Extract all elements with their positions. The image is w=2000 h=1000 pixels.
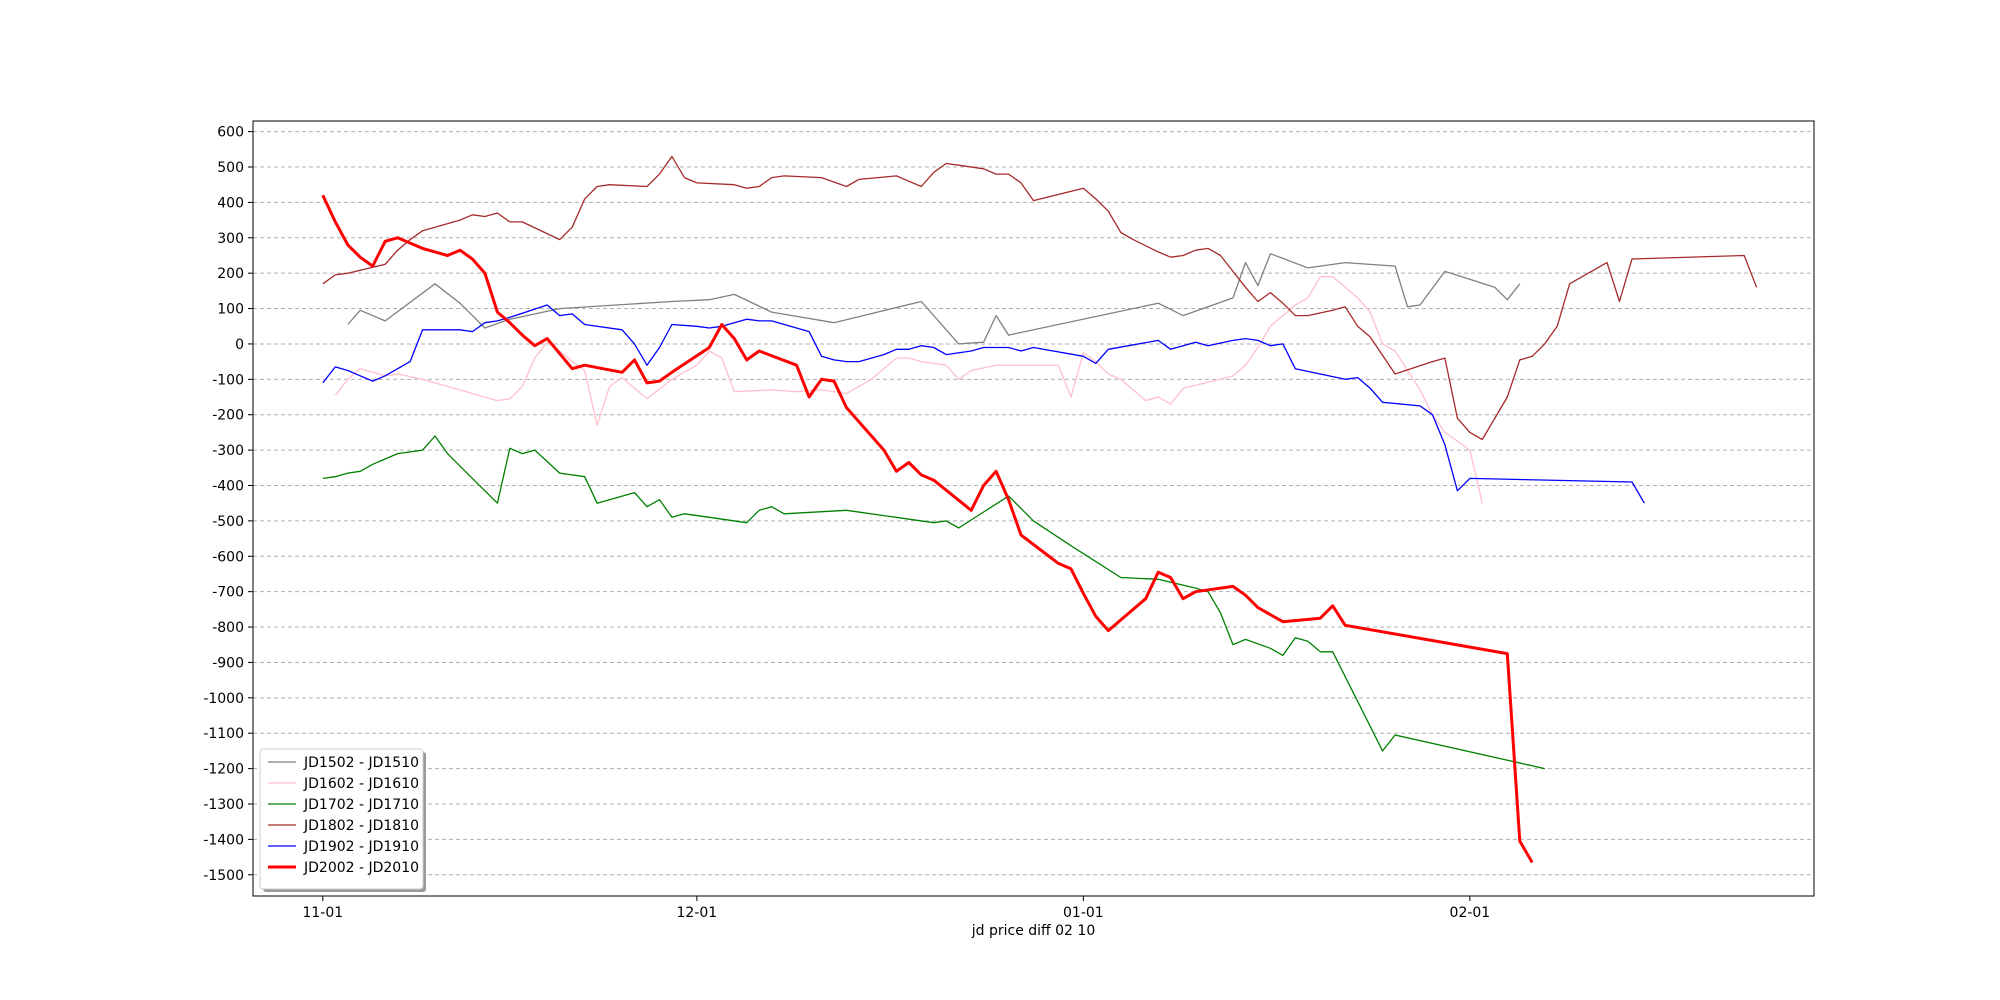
series-line-0 (347, 253, 1521, 345)
y-tick-label: -1400 (203, 832, 244, 848)
y-tick-label: 200 (217, 266, 244, 282)
y-tick-label: 600 (217, 125, 244, 141)
y-tick-label: -1000 (203, 691, 244, 707)
grid-lines (253, 131, 1814, 876)
x-tick-label: 02-01 (1450, 905, 1491, 921)
y-tick-label: -600 (212, 549, 244, 565)
series-line-2 (322, 435, 1545, 770)
x-axis: 11-01 12-01 01-01 02-01 (302, 896, 1490, 921)
y-tick-label: 300 (217, 231, 244, 247)
plot-frame (252, 120, 1815, 897)
y-tick-label: -400 (212, 478, 244, 494)
series-line-4 (322, 304, 1645, 504)
series-line-1 (334, 276, 1483, 504)
y-tick-label: 100 (217, 302, 244, 318)
y-tick-label: -700 (212, 585, 244, 601)
legend-label: JD1502 - JD1510 (303, 755, 419, 771)
y-tick-label: -300 (212, 443, 244, 459)
x-tick-label: 01-01 (1063, 905, 1104, 921)
legend-label: JD1802 - JD1810 (303, 818, 419, 834)
y-tick-label: 500 (217, 160, 244, 176)
x-tick-label: 11-01 (302, 905, 343, 921)
series-lines (321, 155, 1758, 864)
y-tick-label: -1500 (203, 868, 244, 884)
y-tick-label: 0 (235, 337, 244, 353)
legend-label: JD1602 - JD1610 (303, 776, 419, 792)
series-line-5 (321, 194, 1534, 864)
y-tick-label: -1100 (203, 726, 244, 742)
y-axis: 600 500 400 300 200 100 0 -100 -200 -300 -400 -500 -… (203, 125, 253, 884)
y-tick-label: 400 (217, 195, 244, 211)
y-tick-label: -800 (212, 620, 244, 636)
series-line-3 (322, 155, 1758, 441)
x-axis-label: jd price diff 02 10 (971, 923, 1095, 939)
legend-label: JD1902 - JD1910 (303, 839, 419, 855)
legend: JD1502 - JD1510 JD1602 - JD1610 JD1702 - J… (259, 748, 426, 892)
y-tick-label: -500 (212, 514, 244, 530)
y-tick-label: -900 (212, 655, 244, 671)
legend-box (259, 748, 424, 890)
y-tick-label: -100 (212, 372, 244, 388)
legend-label: JD2002 - JD2010 (303, 860, 419, 876)
legend-label: JD1702 - JD1710 (303, 797, 419, 813)
y-tick-label: -200 (212, 408, 244, 424)
x-tick-label: 12-01 (677, 905, 718, 921)
y-tick-label: -1200 (203, 762, 244, 778)
y-tick-label: -1300 (203, 797, 244, 813)
